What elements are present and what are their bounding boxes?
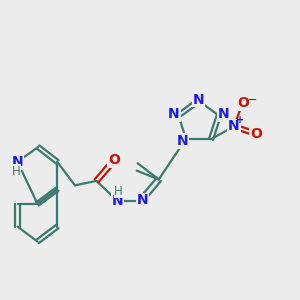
- Text: N: N: [228, 119, 240, 134]
- Text: O: O: [250, 127, 262, 141]
- Text: −: −: [246, 93, 257, 106]
- Text: N: N: [193, 93, 204, 106]
- Text: H: H: [12, 165, 21, 178]
- Text: +: +: [236, 115, 244, 125]
- Text: O: O: [237, 96, 249, 110]
- Text: N: N: [12, 155, 23, 169]
- Text: N: N: [168, 107, 180, 121]
- Text: N: N: [112, 194, 123, 208]
- Text: N: N: [177, 134, 188, 148]
- Text: H: H: [114, 185, 123, 198]
- Text: N: N: [217, 107, 229, 121]
- Text: O: O: [108, 153, 120, 167]
- Text: N: N: [136, 194, 148, 207]
